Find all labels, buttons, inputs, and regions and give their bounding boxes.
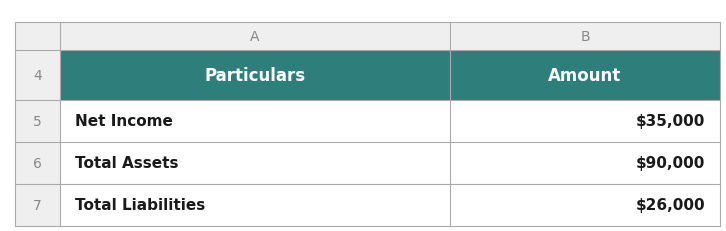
Text: Amount: Amount <box>548 67 621 85</box>
Bar <box>15 23 720 51</box>
Text: 5: 5 <box>33 115 42 128</box>
Text: Total Assets: Total Assets <box>75 156 179 171</box>
Text: 6: 6 <box>33 156 42 170</box>
Text: $26,000: $26,000 <box>635 198 705 213</box>
Text: $35,000: $35,000 <box>636 114 705 129</box>
Text: 7: 7 <box>33 198 42 212</box>
Bar <box>60 184 720 226</box>
Text: A: A <box>250 30 260 44</box>
Bar <box>60 51 720 100</box>
Bar <box>60 100 720 142</box>
Bar <box>60 142 720 184</box>
Text: 4: 4 <box>33 69 42 83</box>
Text: Net Income: Net Income <box>75 114 173 129</box>
Text: Particulars: Particulars <box>205 67 306 85</box>
Text: Total Liabilities: Total Liabilities <box>75 198 205 213</box>
Text: B: B <box>580 30 590 44</box>
Text: $90,000: $90,000 <box>636 156 705 171</box>
Bar <box>15 23 60 226</box>
